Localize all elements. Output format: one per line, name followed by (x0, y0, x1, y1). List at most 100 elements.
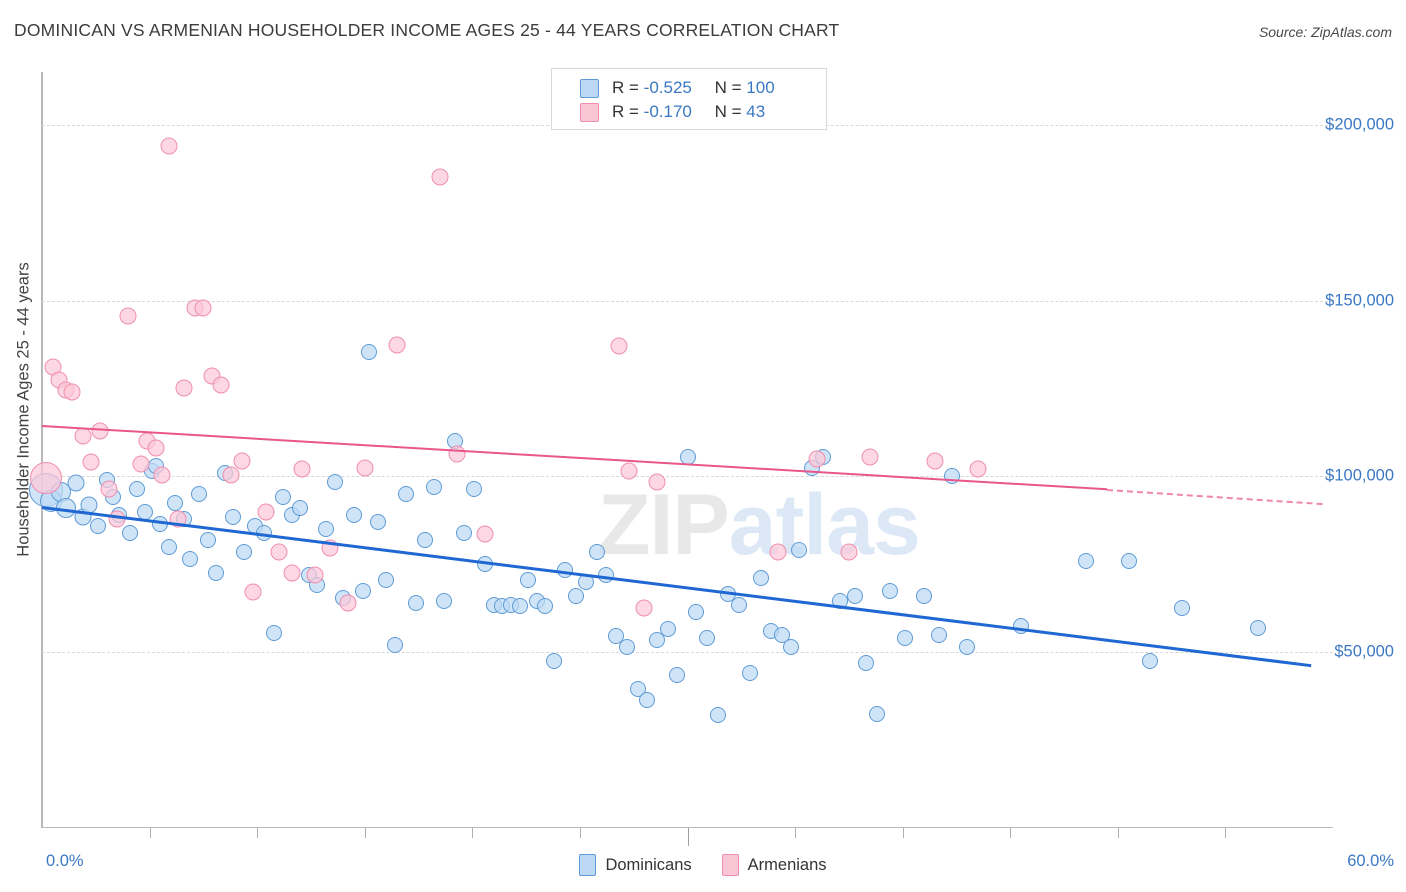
data-point-a[interactable] (132, 455, 150, 473)
data-point-d[interactable] (345, 507, 362, 524)
data-point-d[interactable] (466, 480, 483, 497)
data-point-d[interactable] (649, 631, 666, 648)
data-point-a[interactable] (212, 376, 230, 394)
data-point-d[interactable] (668, 667, 685, 684)
data-point-a[interactable] (222, 466, 240, 484)
data-point-a[interactable] (808, 450, 826, 468)
data-point-d[interactable] (361, 343, 378, 360)
data-point-d[interactable] (369, 514, 386, 531)
data-point-d[interactable] (944, 468, 961, 485)
data-point-a[interactable] (448, 445, 466, 463)
data-point-d[interactable] (1013, 617, 1029, 634)
data-point-d[interactable] (1077, 552, 1094, 569)
data-point-d[interactable] (832, 593, 849, 610)
data-point-d[interactable] (858, 654, 875, 671)
data-point-a[interactable] (30, 462, 63, 495)
data-point-d[interactable] (89, 517, 106, 534)
data-point-a[interactable] (769, 543, 787, 561)
data-point-a[interactable] (388, 336, 406, 353)
data-point-d[interactable] (152, 515, 169, 532)
data-point-d[interactable] (55, 498, 76, 519)
data-point-a[interactable] (82, 453, 100, 471)
data-point-d[interactable] (589, 543, 606, 560)
data-point-d[interactable] (1249, 619, 1266, 636)
data-point-a[interactable] (356, 459, 374, 477)
data-point-d[interactable] (292, 500, 309, 517)
data-point-d[interactable] (255, 524, 272, 541)
data-point-d[interactable] (191, 485, 208, 502)
data-point-a[interactable] (63, 383, 81, 401)
data-point-a[interactable] (293, 460, 311, 478)
data-point-d[interactable] (881, 582, 898, 599)
data-point-d[interactable] (386, 637, 403, 654)
data-point-d[interactable] (455, 524, 472, 541)
data-point-a[interactable] (635, 599, 653, 617)
data-point-a[interactable] (969, 460, 987, 478)
data-point-d[interactable] (660, 621, 677, 638)
data-point-d[interactable] (679, 449, 696, 466)
data-point-d[interactable] (520, 572, 537, 589)
data-point-d[interactable] (556, 561, 573, 578)
data-point-d[interactable] (1142, 652, 1159, 669)
data-point-d[interactable] (868, 705, 885, 722)
data-point-a[interactable] (108, 510, 126, 528)
legend-item-armenians[interactable]: Armenians (721, 854, 827, 876)
data-point-d[interactable] (916, 587, 933, 604)
data-point-d[interactable] (199, 531, 216, 548)
data-point-a[interactable] (926, 452, 944, 470)
data-point-a[interactable] (74, 427, 92, 445)
data-point-d[interactable] (931, 626, 948, 643)
data-point-d[interactable] (80, 496, 98, 513)
data-point-d[interactable] (354, 582, 371, 599)
data-point-a[interactable] (257, 503, 275, 521)
data-point-d[interactable] (266, 624, 283, 641)
data-point-d[interactable] (160, 538, 177, 555)
data-point-d[interactable] (128, 480, 145, 497)
data-point-a[interactable] (147, 439, 165, 457)
data-point-a[interactable] (169, 510, 187, 528)
data-point-a[interactable] (476, 525, 494, 543)
data-point-d[interactable] (546, 652, 563, 669)
data-point-d[interactable] (847, 587, 864, 604)
data-point-d[interactable] (378, 572, 395, 589)
data-point-a[interactable] (233, 452, 251, 470)
data-point-a[interactable] (306, 566, 324, 584)
data-point-d[interactable] (896, 630, 913, 647)
data-point-a[interactable] (100, 480, 118, 498)
data-point-d[interactable] (537, 598, 554, 615)
data-point-a[interactable] (119, 307, 137, 325)
data-point-d[interactable] (791, 542, 808, 559)
data-point-d[interactable] (1174, 600, 1191, 617)
data-point-a[interactable] (431, 168, 449, 186)
data-point-d[interactable] (578, 573, 595, 590)
data-point-d[interactable] (122, 524, 139, 541)
data-point-d[interactable] (274, 489, 291, 506)
data-point-a[interactable] (244, 583, 262, 601)
data-point-d[interactable] (731, 596, 748, 613)
data-point-d[interactable] (619, 638, 636, 655)
data-point-d[interactable] (167, 494, 184, 511)
data-point-d[interactable] (425, 478, 442, 495)
data-point-d[interactable] (436, 593, 453, 610)
data-point-a[interactable] (270, 543, 288, 561)
data-point-d[interactable] (698, 630, 715, 647)
data-point-d[interactable] (608, 628, 625, 645)
data-point-d[interactable] (782, 638, 799, 655)
data-point-a[interactable] (160, 137, 178, 155)
data-point-d[interactable] (752, 570, 769, 587)
data-point-a[interactable] (861, 448, 879, 466)
data-point-a[interactable] (840, 543, 858, 561)
data-point-a[interactable] (175, 379, 193, 397)
data-point-d[interactable] (638, 691, 655, 708)
data-point-d[interactable] (182, 551, 199, 567)
data-point-a[interactable] (153, 466, 171, 484)
data-point-d[interactable] (1120, 552, 1137, 569)
data-point-a[interactable] (339, 594, 357, 612)
data-point-d[interactable] (236, 543, 253, 560)
legend-item-dominicans[interactable]: Dominicans (579, 854, 692, 876)
data-point-d[interactable] (408, 594, 425, 611)
data-point-d[interactable] (67, 474, 85, 492)
data-point-d[interactable] (741, 665, 758, 682)
data-point-a[interactable] (620, 462, 638, 480)
data-point-d[interactable] (208, 565, 225, 582)
